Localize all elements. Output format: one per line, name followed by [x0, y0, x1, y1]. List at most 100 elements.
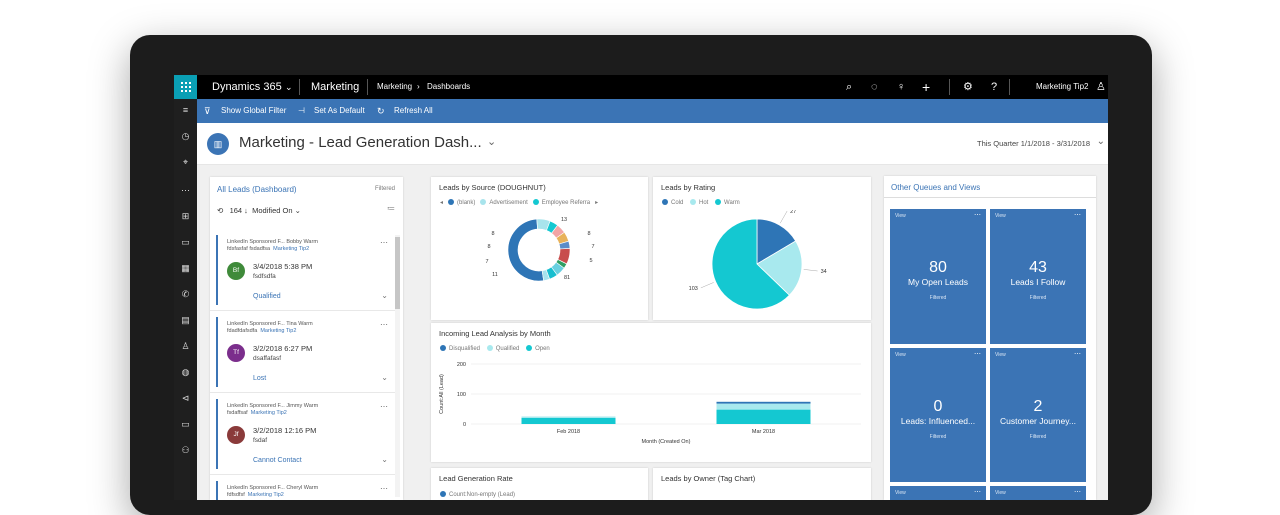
pie-slice[interactable] — [711, 218, 790, 310]
date-range-chevron-icon[interactable]: ⌄ — [1096, 136, 1105, 147]
document-icon[interactable]: ▭ — [181, 237, 190, 247]
sort-chevron-icon[interactable]: ⌄ — [294, 206, 301, 215]
lead-card-name[interactable]: fsdaf — [253, 437, 268, 444]
tile-more-icon[interactable]: ⋯ — [974, 212, 981, 219]
all-leads-title[interactable]: All Leads (Dashboard) — [217, 185, 297, 194]
legend-item[interactable]: Warm — [724, 200, 740, 206]
bar-segment[interactable] — [521, 416, 616, 419]
slice-value-label: 27 — [790, 210, 796, 215]
left-navigation: ≡ ◷ ⌖ ⋯ ⊞ ▭ ▦ ✆ ▤ ♙ ◍ ⊲ ▭ ⚇ — [174, 99, 197, 500]
scrollbar-thumb[interactable] — [395, 237, 400, 309]
queue-tile-customer-journey[interactable]: View ⋯ 2 Customer Journey... Filtered — [990, 348, 1086, 482]
queue-tile-leads-i-follow[interactable]: View ⋯ 43 Leads I Follow Filtered — [990, 209, 1086, 344]
user-profile-icon[interactable]: ♙ — [1096, 81, 1106, 93]
legend-item[interactable]: Qualified — [495, 346, 520, 352]
show-global-filter-button[interactable]: Show Global Filter — [221, 106, 287, 115]
phone-icon[interactable]: ✆ — [181, 289, 190, 299]
recent-icon[interactable]: ◷ — [181, 131, 190, 141]
hamburger-menu-icon[interactable]: ≡ — [182, 105, 189, 115]
lightbulb-icon[interactable]: ♀ — [897, 81, 906, 93]
legend-prev-icon[interactable]: ◂ — [440, 200, 444, 206]
bar-segment[interactable] — [716, 401, 811, 404]
set-as-default-button[interactable]: Set As Default — [314, 106, 365, 115]
legend-item[interactable]: Hot — [699, 200, 709, 206]
lead-card[interactable]: LinkedIn Sponsored F... Tina Warm fdadfd… — [216, 317, 388, 387]
calendar-icon[interactable]: ▦ — [181, 263, 190, 273]
lead-card-owner[interactable]: Marketing Tip2 — [273, 246, 310, 252]
bar-segment[interactable] — [716, 403, 811, 410]
help-icon[interactable]: ? — [991, 81, 998, 93]
queue-tile-my-open-leads[interactable]: View ⋯ 80 My Open Leads Filtered — [890, 209, 986, 344]
area-name[interactable]: Marketing — [311, 81, 360, 93]
lead-card-owner[interactable]: Marketing Tip2 — [247, 492, 284, 498]
dashboards-icon[interactable]: ⊞ — [181, 211, 190, 221]
tile-more-icon[interactable]: ⋯ — [974, 489, 981, 496]
gear-icon[interactable]: ⚙ — [963, 81, 973, 93]
pie-slice[interactable] — [756, 240, 803, 296]
refresh-all-button[interactable]: Refresh All — [394, 106, 433, 115]
contacts-card-icon[interactable]: ▤ — [181, 315, 190, 325]
person-icon[interactable]: ♙ — [181, 341, 190, 351]
legend-item[interactable]: Disqualified — [449, 346, 481, 352]
breadcrumb-root[interactable]: Marketing — [377, 82, 413, 91]
scrollbar-track[interactable] — [395, 235, 400, 497]
globe-icon[interactable]: ◍ — [181, 367, 190, 377]
lead-card[interactable]: LinkedIn Sponsored F... Bobby Warm fdsfa… — [216, 235, 388, 305]
tile-more-icon[interactable]: ⋯ — [1074, 351, 1081, 358]
view-options-icon[interactable]: ≔ — [387, 204, 395, 213]
breadcrumb-current: Dashboards — [427, 82, 471, 91]
sort-direction-icon[interactable]: ↓ — [244, 206, 248, 215]
task-icon[interactable]: ◌ — [871, 81, 878, 93]
expand-chevron-icon[interactable]: ⌄ — [381, 373, 388, 382]
tile-more-icon[interactable]: ⋯ — [1074, 212, 1081, 219]
more-options-icon[interactable]: ⋯ — [380, 402, 388, 411]
bar-segment[interactable] — [521, 418, 616, 424]
lead-card-name[interactable]: dsaffafasf — [253, 355, 282, 362]
chart-title: Incoming Lead Analysis by Month — [439, 329, 551, 338]
lead-card-owner[interactable]: Marketing Tip2 — [250, 410, 287, 416]
more-options-icon[interactable]: ⋯ — [380, 320, 388, 329]
legend-next-icon[interactable]: ▸ — [595, 200, 599, 206]
dashboard-header: ▥ Marketing - Lead Generation Dash... ⌄ … — [197, 123, 1108, 165]
avatar: Bf — [227, 262, 245, 280]
more-options-icon[interactable]: ⋯ — [380, 238, 388, 247]
bar-segment[interactable] — [716, 409, 811, 424]
dashboard-title[interactable]: Marketing - Lead Generation Dash... — [239, 134, 482, 151]
expand-chevron-icon[interactable]: ⌄ — [381, 455, 388, 464]
pie-slice[interactable] — [756, 218, 797, 265]
tag-icon[interactable]: ⊲ — [181, 393, 190, 403]
lead-card-name[interactable]: fsdfsdfa — [253, 273, 276, 280]
tile-more-icon[interactable]: ⋯ — [974, 351, 981, 358]
lead-card[interactable]: LinkedIn Sponsored F... Cheryl Warm fdfs… — [216, 481, 388, 500]
donut-slice[interactable] — [541, 269, 550, 281]
app-switcher-chevron-icon[interactable]: ⌄ — [285, 82, 293, 92]
more-icon[interactable]: ⋯ — [181, 185, 190, 195]
search-icon[interactable]: ⌕ — [846, 81, 853, 93]
legend-item[interactable]: Advertisement — [489, 200, 528, 206]
people-icon[interactable]: ⚇ — [181, 445, 190, 455]
legend-item[interactable]: Employee Referra — [541, 200, 591, 206]
lead-card-owner[interactable]: Marketing Tip2 — [260, 328, 297, 334]
sort-field[interactable]: Modified On — [252, 206, 293, 215]
legend-item[interactable]: Cold — [671, 200, 684, 206]
window-icon[interactable]: ▭ — [181, 419, 190, 429]
app-launcher-icon[interactable] — [174, 75, 197, 99]
pinned-icon[interactable]: ⌖ — [182, 157, 189, 167]
new-record-icon[interactable]: + — [922, 79, 931, 95]
queue-tile-leads-influenced[interactable]: View ⋯ 0 Leads: Influenced... Filtered — [890, 348, 986, 482]
legend-item[interactable]: Open — [535, 346, 550, 352]
expand-chevron-icon[interactable]: ⌄ — [381, 291, 388, 300]
more-options-icon[interactable]: ⋯ — [380, 484, 388, 493]
slice-value-label: 7 — [485, 259, 488, 265]
dashboard-switcher-chevron-icon[interactable]: ⌄ — [487, 136, 497, 148]
queue-tile[interactable]: View ⋯ — [890, 486, 986, 500]
lead-card[interactable]: LinkedIn Sponsored F... Jimmy Warm fsdaf… — [216, 399, 388, 469]
queue-tile[interactable]: View ⋯ — [990, 486, 1086, 500]
legend-item[interactable]: Count:Non-empty (Lead) — [449, 492, 516, 498]
legend-item[interactable]: (blank) — [457, 200, 476, 206]
user-name[interactable]: Marketing Tip2 — [1036, 82, 1089, 91]
tile-more-icon[interactable]: ⋯ — [1074, 489, 1081, 496]
date-range-filter[interactable]: This Quarter 1/1/2018 - 3/31/2018 — [977, 139, 1090, 148]
refresh-list-icon[interactable]: ⟲ — [217, 206, 224, 215]
app-name[interactable]: Dynamics 365 — [212, 81, 282, 93]
